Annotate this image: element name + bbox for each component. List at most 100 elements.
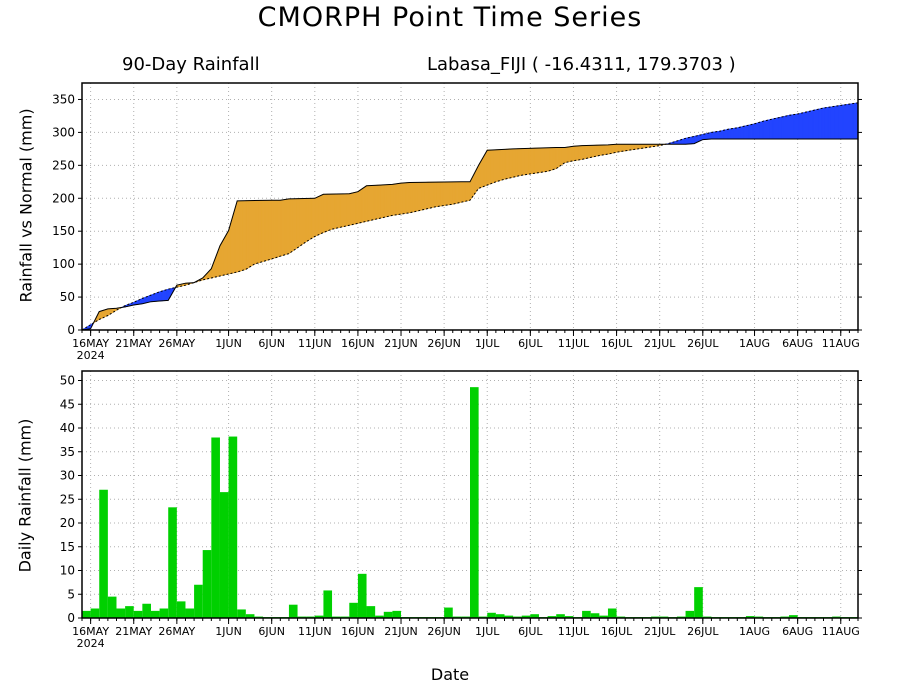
daily-rainfall-bar bbox=[470, 387, 479, 618]
top-year-label: 2024 bbox=[77, 349, 105, 362]
bottom-x-tick-label: 21JUL bbox=[644, 625, 676, 638]
bottom-x-tick-label: 1AUG bbox=[739, 625, 770, 638]
bottom-x-tick-label: 21MAY bbox=[115, 625, 152, 638]
top-y-tick-label: 300 bbox=[52, 125, 75, 139]
daily-rainfall-bar bbox=[185, 608, 195, 618]
daily-rainfall-bar bbox=[357, 573, 367, 618]
top-x-tick-label: 26JUL bbox=[687, 337, 719, 350]
daily-rainfall-bar bbox=[789, 615, 798, 618]
daily-rainfall-bar bbox=[685, 610, 695, 618]
bottom-y-tick-label: 50 bbox=[60, 374, 75, 388]
top-x-tick-label: 16MAY bbox=[72, 337, 109, 350]
bottom-y-tick-label: 10 bbox=[60, 564, 75, 578]
daily-rainfall-bar bbox=[349, 602, 358, 618]
daily-rainfall-bar bbox=[392, 610, 402, 618]
daily-rainfall-bar bbox=[521, 615, 531, 618]
daily-rainfall-bar bbox=[547, 616, 557, 618]
observed-line bbox=[81, 138, 858, 331]
daily-rainfall-bar bbox=[288, 604, 298, 618]
bottom-x-tick-label: 16JUL bbox=[601, 625, 633, 638]
top-x-tick-label: 6JUN bbox=[258, 337, 285, 350]
daily-rainfall-bar bbox=[202, 550, 212, 618]
top-y-tick-label: 100 bbox=[52, 257, 75, 271]
daily-rainfall-bar bbox=[159, 608, 169, 618]
daily-rainfall-bar bbox=[375, 615, 384, 618]
daily-rainfall-bar bbox=[314, 615, 324, 618]
top-x-tick-label: 26MAY bbox=[158, 337, 195, 350]
bottom-x-tick-label: 11JUL bbox=[558, 625, 590, 638]
daily-rainfall-bar bbox=[530, 614, 539, 618]
top-y-tick-label: 200 bbox=[52, 191, 75, 205]
top-y-tick-label: 150 bbox=[52, 224, 75, 238]
daily-rainfall-bar bbox=[694, 587, 703, 618]
daily-rainfall-bar bbox=[90, 608, 100, 618]
daily-rainfall-bar bbox=[125, 606, 134, 618]
daily-rainfall-bar bbox=[504, 615, 514, 618]
daily-rainfall-bar bbox=[745, 616, 755, 618]
daily-rainfall-bar bbox=[219, 492, 229, 618]
chart-subtitle-location: Labasa_FIJI ( -16.4311, 179.3703 ) bbox=[427, 54, 736, 75]
daily-rainfall-bar bbox=[116, 608, 126, 618]
daily-rainfall-bar bbox=[133, 610, 143, 618]
daily-rainfall-bar bbox=[383, 611, 393, 618]
bottom-y-tick-label: 15 bbox=[60, 540, 75, 554]
daily-rainfall-bar bbox=[176, 601, 186, 618]
bottom-y-tick-label: 5 bbox=[67, 587, 75, 601]
top-x-tick-label: 6AUG bbox=[782, 337, 813, 350]
top-y-tick-label: 350 bbox=[52, 92, 75, 106]
bottom-x-tick-label: 6JUL bbox=[518, 625, 543, 638]
daily-rainfall-bar bbox=[556, 614, 565, 618]
daily-rainfall-bar bbox=[366, 606, 376, 618]
bottom-y-tick-label: 30 bbox=[60, 469, 75, 483]
daily-rainfall-bar bbox=[487, 612, 496, 618]
daily-rainfall-bar bbox=[150, 610, 160, 618]
bottom-x-tick-label: 21JUN bbox=[384, 625, 418, 638]
bottom-x-tick-label: 16MAY bbox=[72, 625, 109, 638]
bottom-x-tick-label: 6JUN bbox=[258, 625, 285, 638]
daily-rainfall-bar bbox=[237, 609, 246, 618]
top-x-tick-label: 1JUN bbox=[215, 337, 242, 350]
bottom-x-tick-label: 26JUL bbox=[687, 625, 719, 638]
top-x-tick-label: 1AUG bbox=[739, 337, 770, 350]
bottom-y-tick-label: 45 bbox=[60, 397, 75, 411]
daily-rainfall-bar bbox=[582, 610, 591, 618]
daily-rainfall-bar bbox=[99, 489, 108, 618]
daily-rainfall-bar bbox=[607, 608, 617, 618]
top-x-tick-label: 21JUL bbox=[644, 337, 676, 350]
daily-rainfall-bar bbox=[245, 614, 255, 618]
daily-rainfall-bar bbox=[211, 437, 220, 618]
top-x-tick-label: 6JUL bbox=[518, 337, 543, 350]
top-x-tick-label: 16JUN bbox=[341, 337, 375, 350]
daily-rainfall-bar bbox=[142, 603, 151, 618]
top-x-tick-label: 16JUL bbox=[601, 337, 633, 350]
bottom-x-tick-label: 26JUN bbox=[427, 625, 461, 638]
top-x-tick-label: 21MAY bbox=[115, 337, 152, 350]
bottom-x-tick-label: 1JUL bbox=[475, 625, 500, 638]
top-plot-frame bbox=[81, 82, 859, 331]
top-x-tick-label: 26JUN bbox=[427, 337, 461, 350]
daily-rainfall-bar bbox=[495, 614, 505, 618]
bottom-y-tick-label: 0 bbox=[67, 611, 75, 625]
daily-rainfall-bar bbox=[228, 436, 238, 618]
daily-rainfall-bar bbox=[107, 596, 117, 618]
bottom-y-tick-label: 20 bbox=[60, 516, 75, 530]
daily-rainfall-bar bbox=[323, 590, 333, 618]
bottom-year-label: 2024 bbox=[77, 637, 105, 650]
top-x-tick-label: 11JUL bbox=[558, 337, 590, 350]
daily-rainfall-bar bbox=[590, 613, 600, 618]
daily-rainfall-bar bbox=[168, 507, 177, 618]
bottom-x-tick-label: 11AUG bbox=[822, 625, 860, 638]
daily-rainfall-bar bbox=[599, 615, 608, 618]
bottom-y-tick-label: 40 bbox=[60, 421, 75, 435]
bottom-x-tick-label: 11JUN bbox=[298, 625, 332, 638]
x-axis-label: Date bbox=[430, 665, 470, 684]
daily-rainfall-bar bbox=[444, 607, 453, 618]
bottom-x-tick-label: 26MAY bbox=[158, 625, 195, 638]
bottom-y-tick-label: 25 bbox=[60, 492, 75, 506]
daily-rainfall-bar bbox=[564, 616, 574, 618]
chart-title: CMORPH Point Time Series bbox=[257, 2, 643, 33]
top-y-tick-label: 0 bbox=[67, 323, 75, 337]
daily-rainfall-bar bbox=[194, 584, 203, 618]
top-x-tick-label: 11JUN bbox=[298, 337, 332, 350]
bottom-x-tick-label: 16JUN bbox=[341, 625, 375, 638]
